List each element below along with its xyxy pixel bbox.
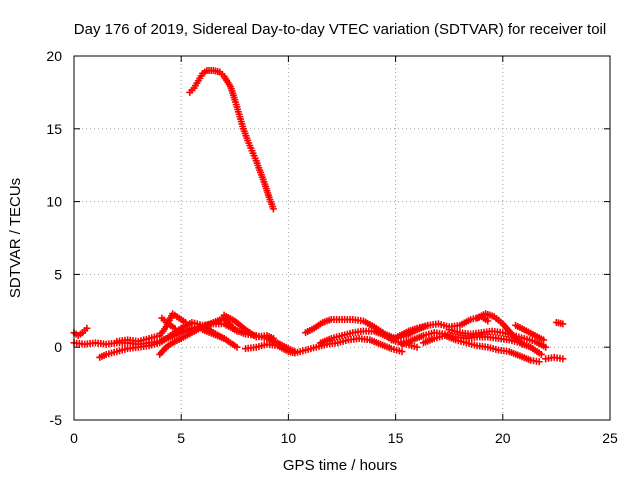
plot-border [73,55,611,421]
data-layer [70,67,567,366]
y-tick-label: 15 [46,121,62,137]
axis-ticks: 0 5 10 15 20 25 -5 0 5 10 15 20 [46,48,618,446]
x-tick-label: 25 [602,430,618,446]
x-tick-label: 10 [281,430,297,446]
data-point-marker [542,343,550,351]
y-axis-label: SDTVAR / TECUs [7,178,24,298]
data-point-marker [171,324,179,332]
x-tick-label: 20 [495,430,511,446]
data-point-marker [233,343,241,351]
grid-lines [74,56,610,420]
data-point-marker [269,334,277,342]
data-point-marker [537,350,545,358]
x-tick-label: 0 [70,430,78,446]
data-point-marker [535,358,543,366]
y-tick-label: 20 [46,48,62,64]
data-point-marker [181,318,189,326]
data-point-marker [559,320,567,328]
data-point-marker [559,355,567,363]
x-axis-label: GPS time / hours [283,457,397,474]
data-point-marker [269,205,277,213]
data-point-marker [413,343,421,351]
data-point-marker [484,317,492,325]
data-point-marker [518,340,526,348]
data-point-marker [540,336,548,344]
data-point-marker [398,348,406,356]
x-tick-label: 5 [177,430,185,446]
chart-title: Day 176 of 2019, Sidereal Day-to-day VTE… [74,21,606,38]
y-tick-label: 5 [54,266,62,282]
y-tick-label: 10 [46,194,62,210]
y-tick-label: 0 [54,339,62,355]
data-point-marker [83,324,91,332]
data-point-marker [233,327,241,335]
y-tick-label: -5 [50,412,63,428]
x-tick-label: 15 [388,430,404,446]
